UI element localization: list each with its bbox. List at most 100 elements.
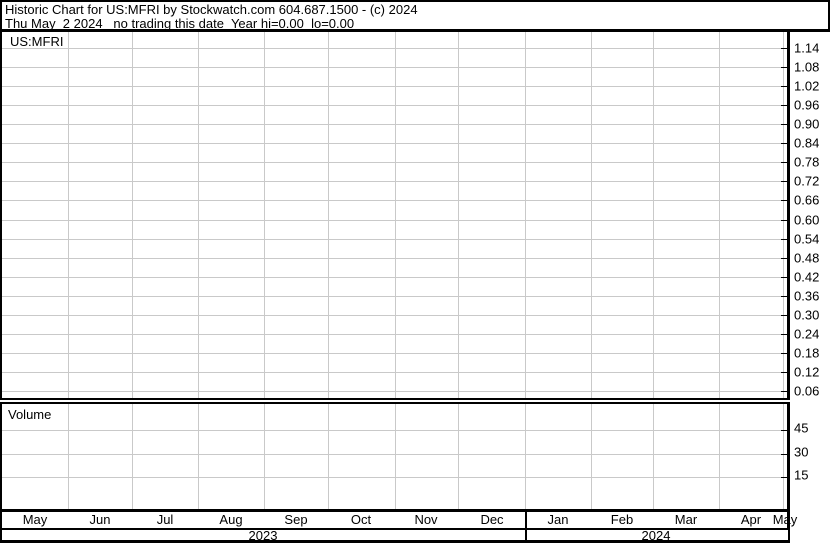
price-tick-label: 0.60 <box>794 212 820 228</box>
year-divider <box>525 512 527 528</box>
month-gridline <box>783 32 784 398</box>
month-axis-row: May Jun Jul Aug Sep Oct Nov Dec Jan Feb Mar Apr May <box>0 512 797 530</box>
month-label: Dec <box>480 512 504 527</box>
volume-tick <box>781 430 787 431</box>
volume-tick-label: 15 <box>794 467 809 483</box>
month-label: Feb <box>610 512 634 527</box>
price-tick <box>781 143 787 144</box>
price-tick <box>781 220 787 221</box>
month-gridline <box>132 32 133 398</box>
month-label: Apr <box>740 512 762 527</box>
month-label: Aug <box>219 512 243 527</box>
price-gridline <box>2 48 787 49</box>
price-gridline <box>2 391 787 392</box>
month-label: Jun <box>89 512 111 527</box>
month-gridline <box>719 32 720 398</box>
volume-tick <box>781 454 787 455</box>
month-label: Jan <box>547 512 569 527</box>
price-tick <box>781 353 787 354</box>
price-tick-label: 0.36 <box>794 288 820 304</box>
month-gridline <box>458 32 459 398</box>
month-gridline <box>132 404 133 509</box>
volume-tick <box>781 477 787 478</box>
price-tick <box>781 162 787 163</box>
price-tick-label: 0.30 <box>794 307 820 323</box>
price-tick-label: 0.84 <box>794 135 820 151</box>
month-gridline <box>198 404 199 509</box>
month-gridline <box>395 404 396 509</box>
price-axis: 1.14 1.08 1.02 0.96 0.90 0.84 0.78 0.72 0.66 0.60… <box>794 32 830 400</box>
price-gridline <box>2 353 787 354</box>
month-gridline <box>264 404 265 509</box>
price-tick <box>781 48 787 49</box>
price-tick-label: 0.42 <box>794 269 820 285</box>
price-tick-label: 0.24 <box>794 326 820 342</box>
month-gridline <box>525 404 526 509</box>
price-tick-label: 1.02 <box>794 78 820 94</box>
price-gridline <box>2 200 787 201</box>
month-label: Nov <box>414 512 438 527</box>
price-tick <box>781 296 787 297</box>
price-panel: US:MFRI <box>0 32 790 400</box>
volume-gridline <box>2 430 787 431</box>
price-gridline <box>2 239 787 240</box>
price-tick-label: 0.96 <box>794 97 820 113</box>
price-tick-label: 1.14 <box>794 40 820 56</box>
month-label: Oct <box>350 512 372 527</box>
chart-header: Historic Chart for US:MFRI by Stockwatch… <box>0 0 830 32</box>
month-gridline <box>328 32 329 398</box>
volume-gridline <box>2 477 787 478</box>
price-tick-label: 1.08 <box>794 59 820 75</box>
volume-panel-label: Volume <box>8 407 52 422</box>
month-gridline <box>68 32 69 398</box>
month-gridline <box>328 404 329 509</box>
year-label: 2024 <box>641 528 671 543</box>
month-label: May <box>22 512 48 527</box>
price-gridline <box>2 162 787 163</box>
price-tick <box>781 86 787 87</box>
price-gridline <box>2 143 787 144</box>
price-gridline <box>2 220 787 221</box>
price-tick <box>781 200 787 201</box>
month-gridline <box>783 404 784 509</box>
price-tick-label: 0.06 <box>794 383 820 399</box>
price-gridline <box>2 181 787 182</box>
price-tick-label: 0.54 <box>794 231 820 247</box>
price-tick <box>781 258 787 259</box>
price-tick <box>781 105 787 106</box>
chart-title: Historic Chart for US:MFRI by Stockwatch… <box>5 2 418 17</box>
month-gridline <box>198 32 199 398</box>
symbol-label: US:MFRI <box>10 34 64 49</box>
volume-gridline <box>2 454 787 455</box>
chart-subtitle: Thu May 2 2024 no trading this date Year… <box>5 15 355 31</box>
price-tick <box>781 334 787 335</box>
price-gridline <box>2 105 787 106</box>
month-gridline <box>591 404 592 509</box>
month-label: Sep <box>284 512 308 527</box>
price-gridline <box>2 124 787 125</box>
price-tick <box>781 124 787 125</box>
year-label: 2023 <box>248 528 278 543</box>
month-label: May <box>772 512 798 527</box>
price-tick-label: 0.18 <box>794 345 820 361</box>
month-gridline <box>653 404 654 509</box>
month-gridline <box>525 32 526 398</box>
price-gridline <box>2 258 787 259</box>
month-label: Mar <box>674 512 698 527</box>
year-axis-row: 2023 2024 <box>0 528 790 543</box>
price-tick-label: 0.48 <box>794 250 820 266</box>
month-gridline <box>68 404 69 509</box>
price-gridline <box>2 296 787 297</box>
price-tick <box>781 315 787 316</box>
month-gridline <box>653 32 654 398</box>
price-tick <box>781 181 787 182</box>
month-gridline <box>719 404 720 509</box>
price-tick-label: 0.12 <box>794 364 820 380</box>
price-tick-label: 0.66 <box>794 192 820 208</box>
month-gridline <box>395 32 396 398</box>
price-tick <box>781 391 787 392</box>
price-gridline <box>2 67 787 68</box>
price-gridline <box>2 315 787 316</box>
month-gridline <box>264 32 265 398</box>
